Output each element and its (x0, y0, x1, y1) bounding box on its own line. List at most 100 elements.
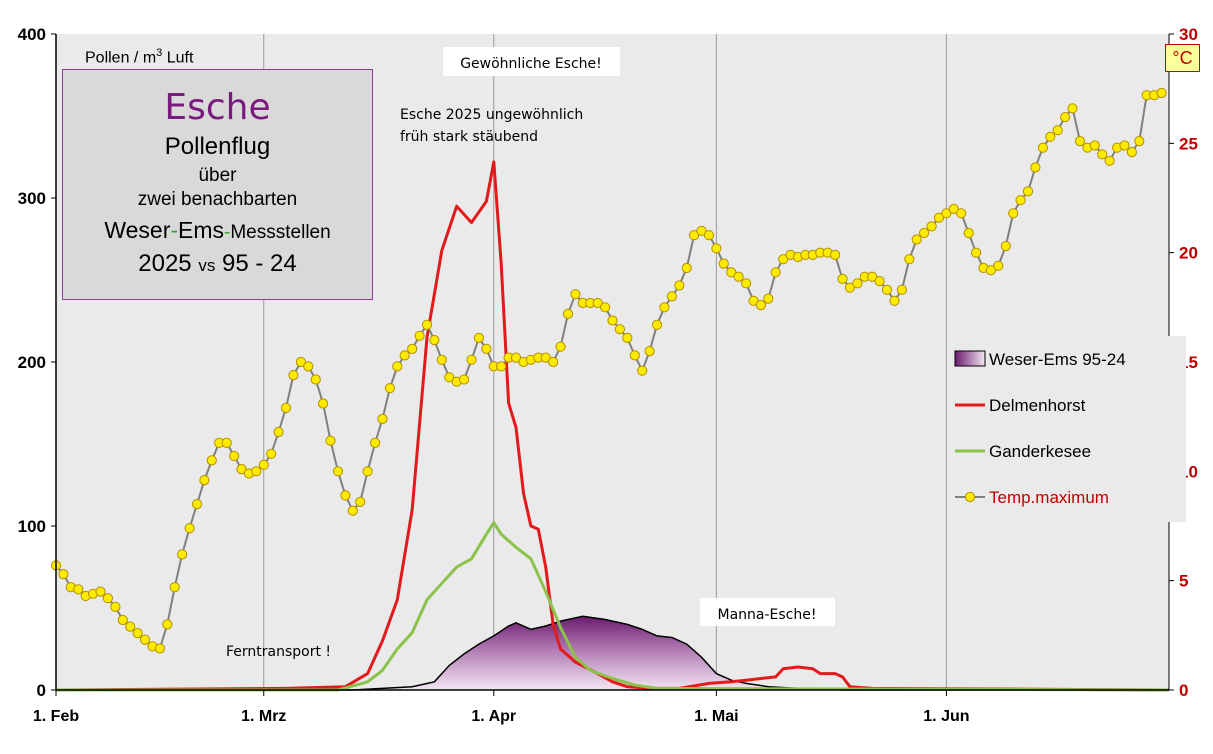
temp-point (1060, 112, 1071, 123)
legend-label-ganderkesee: Ganderkesee (989, 442, 1091, 461)
temp-point (830, 249, 841, 260)
temp-point (711, 243, 722, 254)
legend-label-temp-maximum: Temp.maximum (989, 488, 1109, 507)
temp-point (881, 284, 893, 295)
annotation-common-ash: Gewöhnliche Esche! (460, 56, 602, 72)
temp-point (184, 523, 195, 534)
series-line-delmenhorst (55, 160, 1170, 692)
temp-point (310, 374, 321, 385)
temp-point (555, 341, 566, 352)
x-tick-label: 1. Apr (471, 708, 516, 725)
temp-point (1119, 140, 1130, 151)
temp-point (874, 276, 885, 287)
temp-point (718, 258, 729, 269)
temp-point (125, 621, 136, 632)
temp-point (510, 352, 522, 363)
temp-point (681, 262, 692, 274)
title-line-years: 2025 vs 95 - 24 (138, 250, 297, 277)
temp-point (844, 282, 856, 293)
y-left-tick-label: 0 (37, 681, 46, 700)
temp-point (421, 319, 433, 330)
temp-point (1008, 208, 1019, 219)
temp-point (689, 230, 700, 241)
temp-point (169, 582, 180, 593)
temp-point (971, 247, 982, 258)
temp-point (414, 330, 425, 341)
legend-box (951, 336, 1186, 522)
temp-point (941, 208, 952, 219)
temp-point (622, 332, 633, 343)
temp-point (963, 227, 974, 239)
temp-point (177, 549, 188, 560)
temp-point (1000, 241, 1011, 252)
temp-point (1045, 131, 1056, 142)
temp-point (251, 466, 262, 477)
annotation-early-line2: früh stark stäubend (400, 129, 538, 145)
temp-point (355, 496, 366, 507)
temp-point (993, 260, 1004, 271)
temp-point (763, 293, 774, 304)
temp-point (110, 601, 121, 613)
temp-point (548, 356, 559, 368)
temp-point (295, 356, 306, 368)
y-right-tick-label: 5 (1179, 572, 1188, 591)
temp-point (607, 315, 618, 326)
legend-label-weser-ems: Weser-Ems 95-24 (989, 350, 1126, 369)
temp-point (1015, 195, 1026, 206)
temp-point (199, 475, 210, 486)
temp-point (1089, 140, 1100, 151)
temp-point (436, 354, 447, 365)
annotation-early-line1: Esche 2025 ungewöhnlich (400, 107, 583, 123)
temp-point (399, 350, 410, 361)
temp-point (1022, 186, 1034, 197)
temp-point (132, 628, 143, 639)
temp-point (229, 450, 240, 462)
x-tick-label: 1. Mai (694, 708, 738, 725)
temp-point (481, 343, 492, 354)
y-left-tick-label: 400 (18, 25, 46, 44)
temp-point (496, 361, 507, 372)
temp-point (162, 619, 173, 630)
temp-point (562, 308, 574, 319)
temp-point (191, 499, 203, 510)
temp-point (1052, 125, 1063, 136)
temp-point (889, 295, 900, 306)
title-line-neighbours: zwei benachbarten (137, 189, 298, 210)
temp-point (629, 350, 640, 361)
temp-point (1156, 87, 1167, 99)
temp-point (362, 466, 373, 477)
temp-point (867, 271, 878, 282)
temp-point (748, 295, 759, 306)
temp-point (666, 291, 678, 302)
temp-point (696, 225, 707, 236)
temp-point (407, 343, 418, 354)
x-tick-label: 1. Jun (923, 708, 969, 725)
temp-point (852, 278, 863, 289)
temp-point (139, 634, 151, 645)
title-line-stations: Weser-Ems-Messstellen (104, 217, 331, 243)
temp-point (659, 302, 670, 313)
temp-point (280, 402, 292, 413)
x-tick-label: 1. Feb (33, 708, 79, 725)
annotation-box-common-ash (443, 47, 620, 76)
temp-point (985, 265, 997, 276)
temp-point (837, 273, 848, 284)
temp-point (651, 319, 663, 330)
temp-point (117, 614, 128, 626)
y-left-tick-label: 200 (18, 353, 46, 372)
temp-point (904, 254, 915, 265)
temp-point (726, 267, 737, 278)
y-right-tick-label: 30 (1179, 25, 1198, 44)
temp-point (1037, 142, 1049, 153)
temp-point (674, 280, 685, 291)
temp-point (340, 490, 351, 501)
temp-point (288, 370, 299, 381)
annotation-manna-ash: Manna-Esche! (718, 607, 817, 623)
legend-label-delmenhorst: Delmenhorst (989, 396, 1086, 415)
temp-point (466, 354, 477, 365)
temp-point (370, 437, 381, 448)
temp-point (377, 413, 388, 424)
series-area-weser-ems-95-24 (56, 616, 1169, 690)
temp-point (778, 254, 789, 265)
temp-point (644, 346, 655, 357)
